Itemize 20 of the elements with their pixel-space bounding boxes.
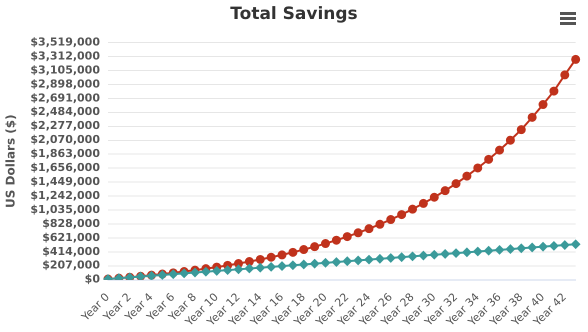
y-tick-label: $2,691,000 — [30, 91, 100, 104]
y-tick-label: $1,656,000 — [30, 161, 100, 174]
y-tick-label: $2,898,000 — [30, 77, 100, 90]
y-tick-label: $1,449,000 — [30, 175, 100, 188]
y-tick-label: $2,070,000 — [30, 133, 100, 146]
y-tick-label: $3,105,000 — [30, 63, 100, 76]
y-tick-label: $207,000 — [42, 258, 100, 272]
y-tick-label: $1,035,000 — [30, 202, 100, 216]
y-tick-label: $621,000 — [42, 230, 100, 244]
y-axis-title: US Dollars ($) — [3, 114, 18, 208]
y-tick-label: $2,277,000 — [30, 119, 100, 132]
y-tick-label: $2,484,000 — [30, 105, 100, 118]
chart-title: Total Savings — [229, 4, 359, 24]
y-tick-label: $1,242,000 — [30, 188, 100, 202]
y-tick-label: $3,312,000 — [30, 49, 100, 62]
y-tick-label: $3,519,000 — [30, 35, 100, 48]
y-tick-label: $1,863,000 — [30, 147, 100, 160]
y-tick-label: $828,000 — [42, 216, 100, 230]
y-tick-label: $0 — [84, 272, 100, 286]
y-tick-label: $414,000 — [42, 244, 100, 258]
